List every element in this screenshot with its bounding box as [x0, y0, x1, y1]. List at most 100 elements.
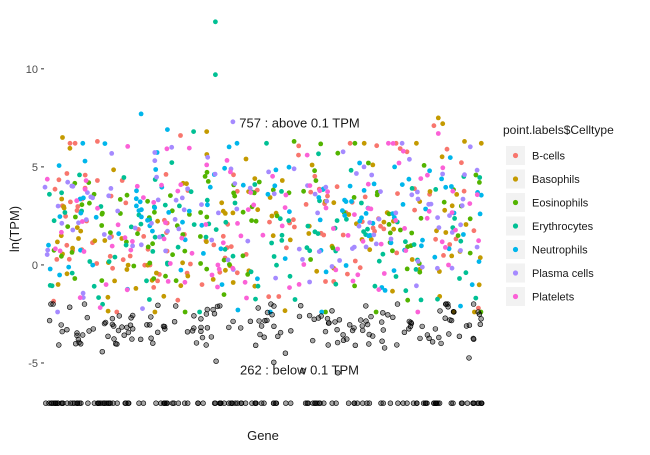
data-point [386, 222, 392, 227]
data-point [279, 238, 285, 243]
data-point [179, 195, 185, 201]
data-point [47, 283, 53, 288]
data-point [296, 313, 303, 320]
data-point [70, 183, 76, 189]
data-point [451, 309, 457, 315]
data-point [432, 254, 438, 260]
data-point [381, 219, 387, 225]
data-point [134, 203, 139, 209]
data-point [450, 188, 456, 194]
data-point [136, 400, 142, 406]
data-point [478, 192, 484, 198]
data-point [77, 172, 82, 178]
data-point [464, 400, 471, 406]
data-point [153, 400, 159, 406]
data-point [349, 199, 354, 204]
data-point [333, 267, 339, 273]
data-point [211, 242, 217, 248]
data-point [123, 242, 129, 248]
data-point [198, 324, 204, 331]
data-point [463, 270, 469, 276]
data-point [403, 239, 408, 245]
data-point [217, 400, 223, 406]
data-point [439, 176, 444, 182]
data-point [379, 338, 385, 344]
data-point [473, 172, 479, 178]
series-6 [44, 131, 481, 315]
data-point [204, 129, 210, 135]
data-point [441, 199, 447, 205]
data-point [436, 400, 443, 406]
data-point [474, 167, 480, 173]
data-point [354, 171, 359, 176]
data-point [479, 400, 485, 406]
data-point [279, 178, 285, 183]
data-point [256, 318, 262, 324]
data-point [182, 309, 188, 315]
data-point [155, 218, 161, 224]
data-point [56, 163, 62, 169]
data-point [99, 211, 105, 217]
data-point [415, 309, 421, 315]
data-point [254, 187, 260, 193]
data-point [242, 400, 249, 406]
data-point [165, 228, 170, 234]
data-point [406, 318, 412, 325]
data-point [204, 266, 210, 272]
data-point [163, 172, 169, 177]
data-point [185, 273, 191, 279]
data-point [175, 244, 181, 250]
data-point [329, 400, 335, 406]
data-point [115, 222, 121, 228]
data-point [60, 400, 66, 406]
data-point [421, 163, 427, 168]
data-point [292, 297, 298, 302]
legend: point.labels$Celltype B-cells Basophils Eo… [503, 123, 614, 306]
data-point [138, 242, 144, 248]
data-point [367, 233, 373, 238]
data-point [195, 400, 201, 406]
data-point [101, 400, 108, 406]
data-point [317, 217, 323, 223]
data-point [155, 302, 161, 308]
data-point [221, 257, 227, 263]
data-point [449, 253, 455, 259]
data-point [476, 311, 483, 317]
data-point [269, 312, 275, 318]
data-point [378, 241, 384, 247]
data-point [275, 333, 281, 339]
data-point [367, 247, 373, 253]
data-point [219, 200, 225, 206]
data-point [222, 165, 228, 171]
data-point [304, 245, 310, 251]
data-point [247, 185, 253, 191]
data-point [262, 318, 268, 324]
data-point [139, 207, 144, 213]
data-point [291, 217, 296, 223]
data-point [208, 334, 215, 340]
data-point [472, 309, 477, 315]
data-point [467, 201, 473, 207]
data-point [44, 252, 50, 257]
data-point [152, 150, 158, 155]
data-point [74, 208, 80, 213]
data-point [111, 336, 117, 342]
data-point [391, 268, 397, 273]
data-point [132, 225, 138, 231]
data-point [300, 257, 305, 262]
data-point [64, 171, 70, 176]
data-point [231, 172, 236, 178]
data-point [108, 186, 114, 191]
data-point [152, 209, 157, 215]
data-point [145, 198, 151, 204]
data-point [80, 140, 86, 146]
data-point [333, 400, 339, 406]
data-point [395, 400, 401, 406]
data-point [99, 223, 105, 228]
data-point [409, 192, 415, 198]
data-point [271, 254, 277, 259]
data-point [179, 235, 185, 241]
data-point [242, 279, 248, 285]
data-point [357, 265, 363, 271]
data-point [413, 267, 419, 272]
